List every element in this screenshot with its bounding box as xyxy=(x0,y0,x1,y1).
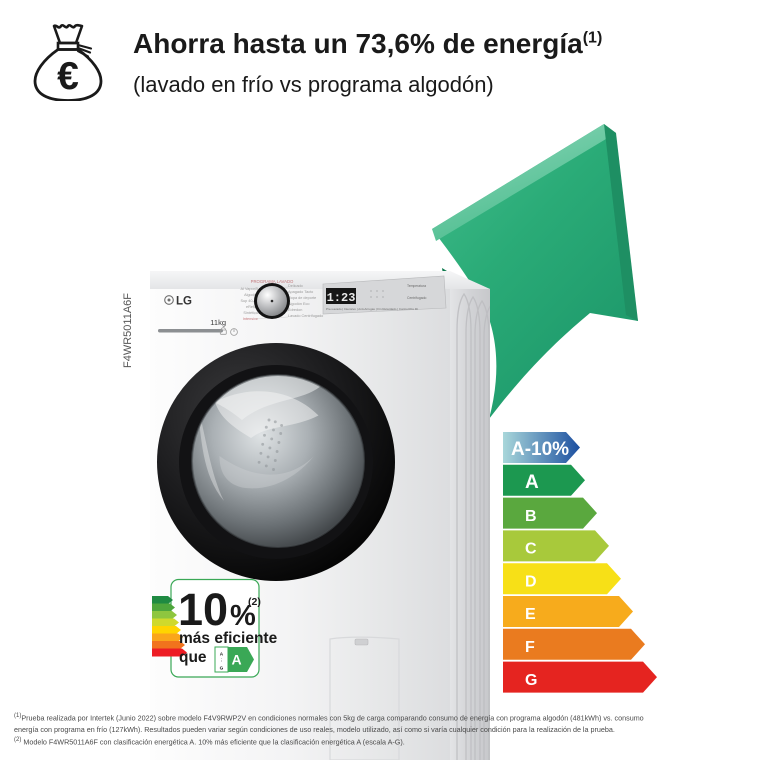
svg-text:A: A xyxy=(231,652,241,668)
svg-text:Ropa de deporte: Ropa de deporte xyxy=(288,296,316,300)
svg-text:€: € xyxy=(57,55,79,98)
svg-text:10: 10 xyxy=(178,584,228,635)
svg-text:Centrifugado: Centrifugado xyxy=(407,296,427,300)
svg-text:G: G xyxy=(220,666,224,671)
svg-text:Lavado Centrifugado: Lavado Centrifugado xyxy=(288,314,323,318)
svg-text:Delicado: Delicado xyxy=(288,284,303,288)
svg-text:A-10%: A-10% xyxy=(511,439,569,460)
svg-text:⋮: ⋮ xyxy=(219,658,224,663)
svg-text:Edredon: Edredon xyxy=(288,308,302,312)
svg-text:Sintético: Sintético xyxy=(243,311,258,315)
svg-text:Al Vapor/5: Al Vapor/5 xyxy=(241,287,258,291)
svg-text:LG: LG xyxy=(176,296,192,308)
svg-text:11kg: 11kg xyxy=(210,318,226,327)
svg-text:Apagado Tacto: Apagado Tacto xyxy=(288,290,313,294)
svg-text:A: A xyxy=(525,472,539,493)
svg-text:que: que xyxy=(179,649,207,666)
svg-text:D: D xyxy=(525,573,537,590)
svg-text:Pre-Lavado | Intensivo | Anti-: Pre-Lavado | Intensivo | Anti-Arrugas | … xyxy=(326,307,419,311)
svg-text:B: B xyxy=(525,508,537,525)
svg-text:F: F xyxy=(525,639,535,656)
svg-text:(2): (2) xyxy=(248,596,261,608)
svg-text:1:23: 1:23 xyxy=(327,291,356,305)
svg-text:E: E xyxy=(525,606,536,623)
svg-text:más eficiente: más eficiente xyxy=(179,630,278,647)
svg-text:C: C xyxy=(525,541,537,558)
svg-text:Algodón Eco: Algodón Eco xyxy=(288,302,310,306)
svg-text:G: G xyxy=(525,672,537,689)
svg-text:Temperatura: Temperatura xyxy=(407,284,426,288)
